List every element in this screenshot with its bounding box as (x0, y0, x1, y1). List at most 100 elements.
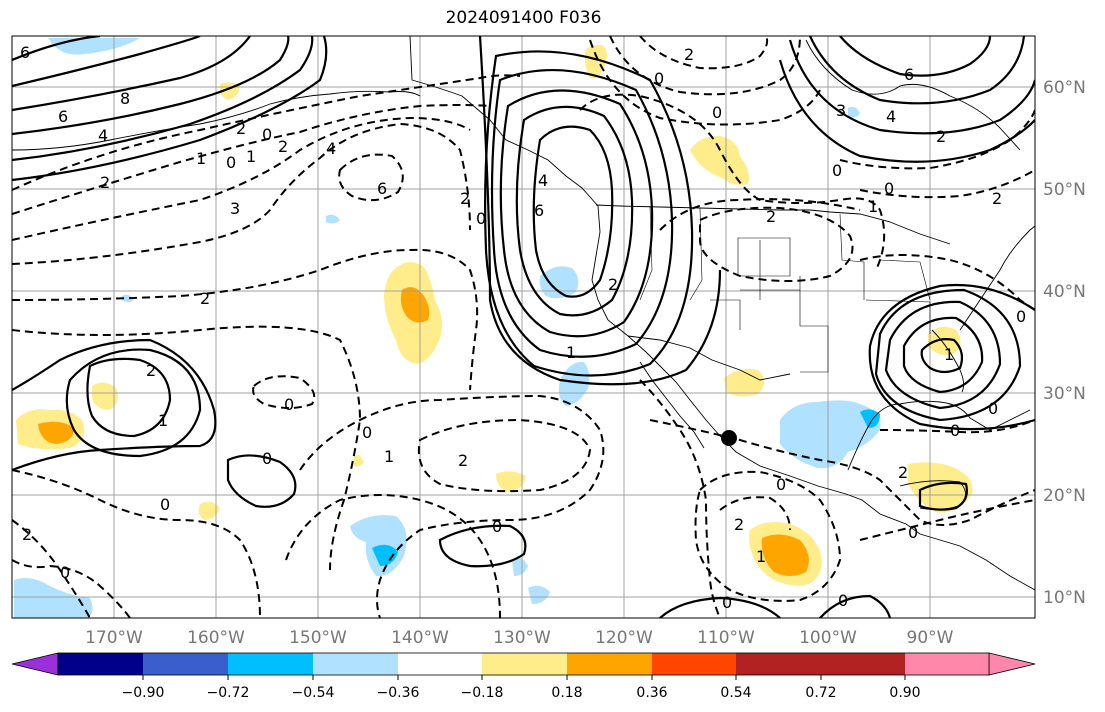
contour-label: 6 (377, 179, 387, 198)
contour-label: 3 (230, 199, 240, 218)
contour (12, 122, 471, 265)
contour (12, 325, 362, 571)
contour (699, 206, 854, 282)
colorbar-frame (57, 652, 990, 676)
contour-label: 0 (838, 591, 848, 610)
contour (659, 198, 861, 231)
contour-label: 2 (734, 515, 744, 534)
contour-label: 2 (22, 525, 32, 544)
shade-patch (400, 287, 430, 323)
contour (484, 50, 694, 377)
contour (12, 519, 91, 618)
shade-patch (908, 462, 973, 513)
colorbar: −0.90 −0.72 −0.54 −0.36 −0.18 0.18 0.36 … (11, 652, 1036, 701)
colorbar-bin (313, 653, 398, 675)
contour-label: 2 (684, 45, 694, 64)
lon-label: 140°W (391, 628, 449, 648)
contour-label: 4 (886, 107, 896, 126)
contour (12, 469, 261, 618)
contour (226, 454, 297, 508)
contour-label: 2 (898, 463, 908, 482)
contour (579, 93, 886, 271)
lon-label: 150°W (289, 628, 347, 648)
contour-label: 2 (766, 207, 776, 226)
contour (478, 36, 722, 386)
contour-label: 0 (1016, 307, 1026, 326)
lat-label: 50°N (1043, 180, 1086, 200)
colorbar-bin (143, 653, 228, 675)
colorbar-bin (228, 653, 313, 675)
contour-label: 2 (146, 361, 156, 380)
contour (659, 596, 781, 618)
map-title: 2024091400 F036 (445, 8, 602, 28)
contour-label: 0 (262, 125, 272, 144)
shade-patch (860, 409, 880, 428)
contour-label: 0 (950, 421, 960, 440)
contour-label: 2 (200, 289, 210, 308)
contour (515, 105, 634, 317)
positive-contours (12, 36, 1035, 618)
coastline-east (959, 225, 1035, 331)
coastline-hudson (805, 39, 1021, 151)
lon-label: 120°W (595, 628, 653, 648)
contour (12, 36, 201, 88)
contour-label: 6 (534, 201, 544, 220)
shade-patch (372, 544, 398, 566)
contour-label: 1 (944, 345, 954, 364)
lon-label: 170°W (85, 628, 143, 648)
contour (788, 39, 1035, 135)
map-area: 6 8 6 4 2 0 1 2 0 1 3 4 6 2 2 0 2 0 6 4 … (12, 36, 1035, 618)
contour (12, 559, 131, 618)
map-frame (11, 35, 1036, 619)
colorbar-tick-label: −0.90 (122, 685, 165, 701)
contour-label: 2 (992, 189, 1002, 208)
contour (12, 74, 521, 191)
contour-label: 0 (654, 69, 664, 88)
contour-label: 2 (278, 137, 288, 156)
contour-label: 1 (566, 343, 576, 362)
contour-label: 4 (326, 139, 336, 158)
contour (12, 36, 251, 112)
location-marker (721, 430, 737, 446)
contour-label: 0 (712, 103, 722, 122)
contour (839, 109, 1035, 170)
contour-label: 6 (58, 107, 68, 126)
contour (12, 116, 471, 241)
contour (12, 248, 479, 391)
shade-patch (584, 44, 607, 79)
contour (12, 104, 491, 215)
contour (338, 153, 404, 202)
contour-label: 1 (196, 149, 206, 168)
shade-patch (496, 471, 526, 492)
state-lines (639, 205, 931, 373)
contour-label: 0 (284, 395, 294, 414)
contour (859, 254, 1035, 311)
longitude-axis: 170°W 160°W 150°W 140°W 130°W 120°W 110°… (85, 628, 954, 648)
colorbar-bin (821, 653, 905, 675)
shade-patch (198, 501, 220, 520)
contour-label: 4 (538, 171, 548, 190)
contour (12, 36, 314, 162)
lon-label: 100°W (799, 628, 857, 648)
colorbar-bin (736, 653, 821, 675)
contour-label: 1 (158, 411, 168, 430)
contour-label: 0 (226, 153, 236, 172)
coastline-baja (639, 361, 705, 449)
shade-patch (528, 585, 550, 604)
contour (490, 69, 674, 358)
contour-label: 2 (236, 119, 246, 138)
shade-patch (14, 578, 93, 618)
contour (694, 470, 842, 602)
contour-label: 0 (988, 399, 998, 418)
contour-label: 0 (884, 179, 894, 198)
shade-patch (122, 294, 134, 302)
colorbar-bin (567, 653, 652, 675)
contour (299, 394, 605, 618)
coastline-north-america (409, 36, 1035, 591)
colorbar-tick-label: 0.18 (551, 685, 582, 701)
shade-patch (724, 369, 764, 397)
contour-label: 1 (246, 147, 256, 166)
colorbar-tick-label: −0.54 (292, 685, 335, 701)
contour (609, 36, 801, 96)
contour-label: 6 (904, 65, 914, 84)
